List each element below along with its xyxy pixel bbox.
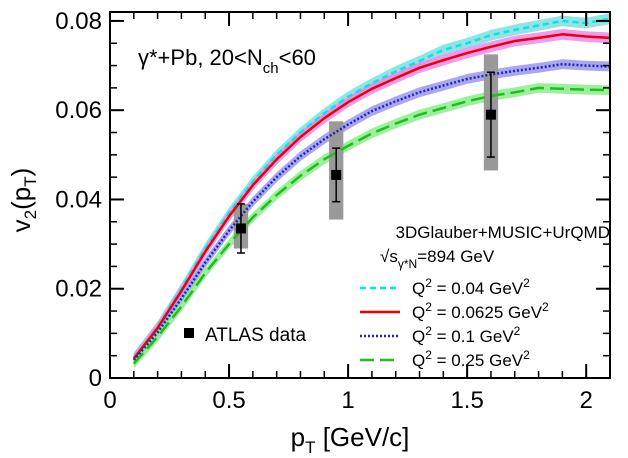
line-series-2 bbox=[132, 62, 611, 361]
y-tick-label-4: 0.08 bbox=[55, 8, 102, 35]
y-tick-label-1: 0.02 bbox=[55, 276, 102, 303]
atlas-points bbox=[235, 71, 496, 254]
x-axis-title: pT [GeV/c] bbox=[291, 422, 410, 457]
system-annotation: γ*+Pb, 20<Nch<60 bbox=[138, 45, 316, 77]
band-series-0 bbox=[133, 13, 611, 364]
y-tick-label-2: 0.04 bbox=[55, 186, 102, 213]
atlas-legend-marker bbox=[184, 328, 194, 338]
legend-label-1: Q2 = 0.0625 GeV2 bbox=[412, 300, 549, 322]
line-series-3 bbox=[132, 86, 611, 365]
data-point-1 bbox=[331, 169, 342, 180]
uncertainty-bands bbox=[133, 13, 611, 369]
legend-label-2: Q2 = 0.1 GeV2 bbox=[412, 324, 521, 346]
tick-labels: 0 0.5 1 1.5 2 0 0.02 0.04 0.06 0.08 bbox=[55, 8, 593, 414]
model-annotation: 3DGlauber+MUSIC+UrQMD bbox=[396, 223, 610, 242]
y-tick-label-3: 0.06 bbox=[55, 97, 102, 124]
y-axis-title: v2(pT) bbox=[6, 168, 40, 233]
y-tick-label-0: 0 bbox=[89, 365, 102, 392]
atlas-legend-label: ATLAS data bbox=[205, 325, 306, 346]
plot-frame bbox=[109, 11, 611, 379]
line-series-1 bbox=[132, 33, 611, 360]
x-tick-label-1: 0.5 bbox=[212, 387, 245, 414]
data-point-2 bbox=[485, 109, 496, 120]
line-series-0 bbox=[132, 17, 611, 359]
energy-annotation: √sγ*N=894 GeV bbox=[380, 247, 495, 271]
legend-label-0: Q2 = 0.04 GeV2 bbox=[412, 276, 530, 298]
x-tick-label-3: 1.5 bbox=[450, 387, 483, 414]
x-tick-label-0: 0 bbox=[103, 387, 116, 414]
x-tick-label-2: 1 bbox=[341, 387, 354, 414]
model-curves bbox=[132, 17, 611, 365]
legend-label-3: Q2 = 0.25 GeV2 bbox=[412, 348, 530, 370]
axes bbox=[109, 11, 611, 379]
data-point-0 bbox=[235, 223, 246, 234]
x-tick-label-4: 2 bbox=[580, 387, 593, 414]
